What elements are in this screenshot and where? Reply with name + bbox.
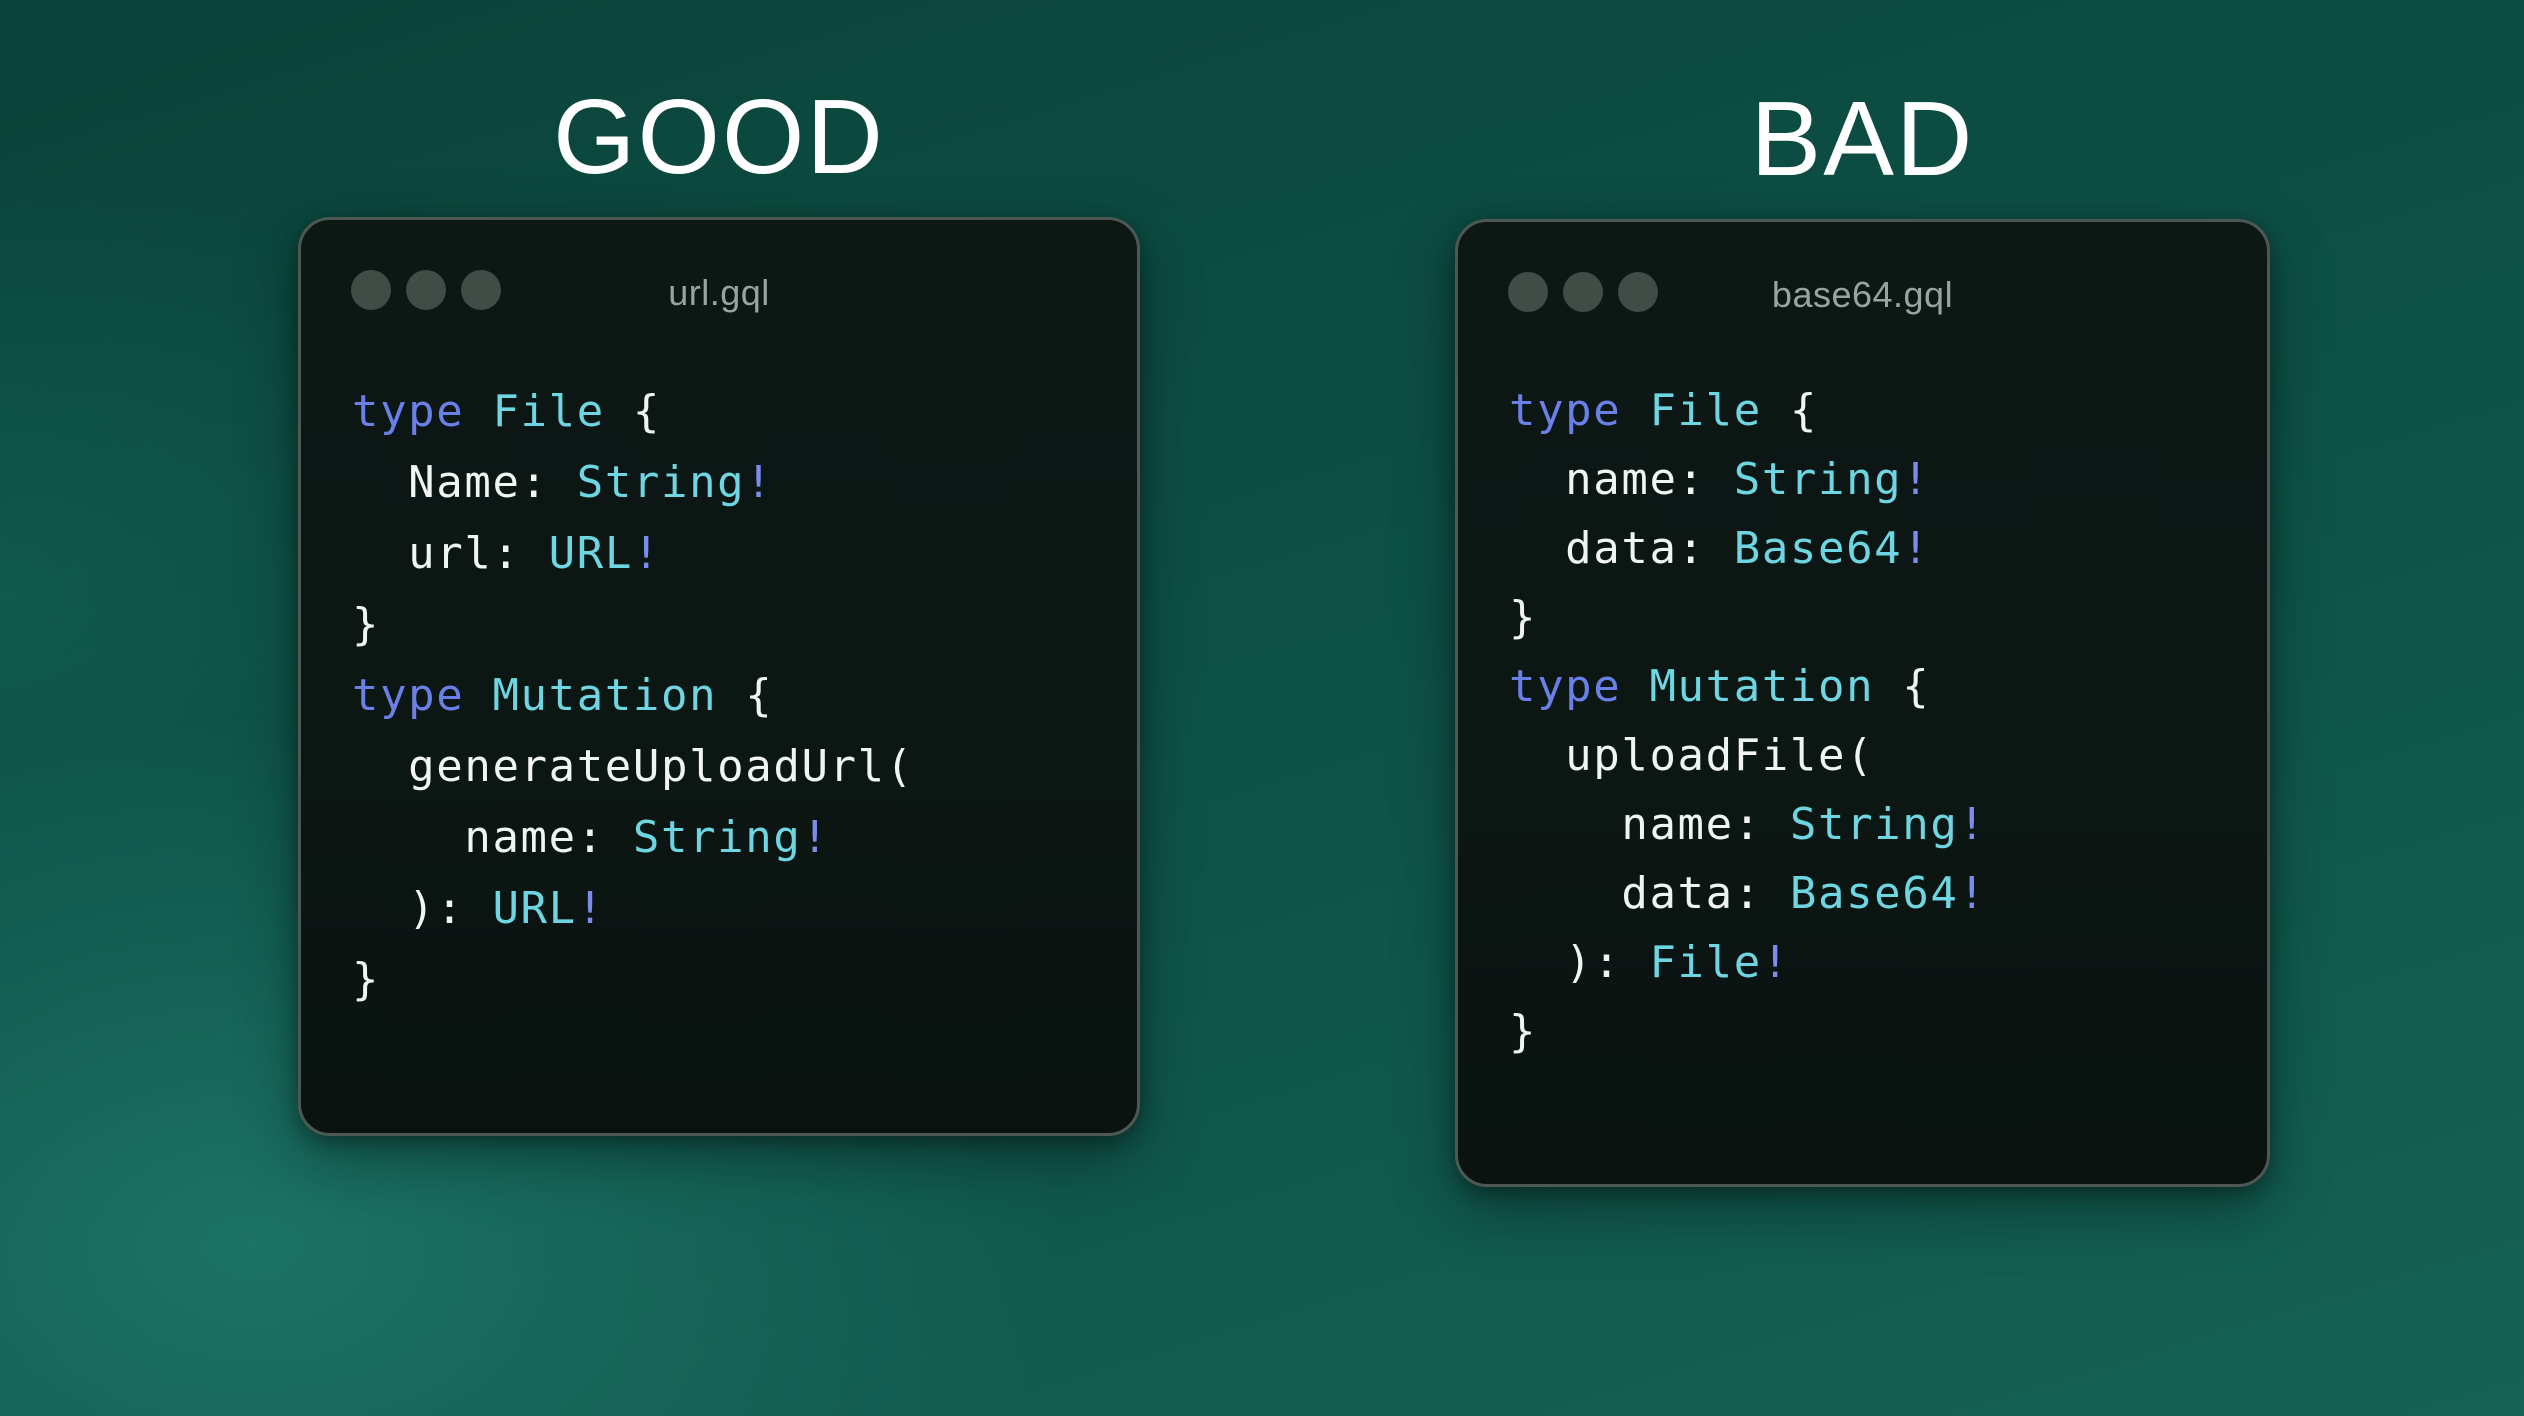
- window-filename: url.gql: [668, 272, 770, 313]
- good-heading: GOOD: [553, 78, 885, 196]
- window-control-dot: [1508, 272, 1548, 312]
- window-control-dot: [351, 270, 391, 310]
- code-line: uploadFile(: [1509, 730, 1875, 781]
- code-line: name: String!: [1509, 799, 1987, 850]
- code-line: ): URL!: [352, 883, 605, 934]
- window-control-dot: [1563, 272, 1603, 312]
- window-controls: [351, 270, 501, 310]
- code-line: type File {: [1509, 385, 1819, 436]
- code-line: }: [352, 954, 381, 1005]
- code-line: }: [1509, 1006, 1538, 1057]
- code-line: }: [352, 599, 381, 650]
- code-line: type File {: [352, 386, 662, 437]
- window-titlebar: url.gql: [301, 220, 1137, 360]
- code-line: ): File!: [1509, 937, 1790, 988]
- code-line: Name: String!: [352, 457, 774, 508]
- code-window-bad: base64.gql type File { name: String! dat…: [1455, 219, 2270, 1187]
- window-control-dot: [406, 270, 446, 310]
- window-filename: base64.gql: [1771, 274, 1954, 315]
- code-line: data: Base64!: [1509, 868, 1987, 919]
- window-titlebar: base64.gql: [1458, 222, 2267, 362]
- code-line: name: String!: [1509, 454, 1931, 505]
- code-line: type Mutation {: [352, 670, 774, 721]
- window-control-dot: [461, 270, 501, 310]
- code-block-url-gql: type File { Name: String! url: URL!} type…: [301, 360, 1137, 1015]
- code-line: generateUploadUrl(: [352, 741, 914, 792]
- window-control-dot: [1618, 272, 1658, 312]
- code-line: type Mutation {: [1509, 661, 1931, 712]
- code-block-base64-gql: type File { name: String! data: Base64!}…: [1458, 362, 2267, 1066]
- code-line: data: Base64!: [1509, 523, 1931, 574]
- code-window-good: url.gql type File { Name: String! url: U…: [298, 217, 1140, 1136]
- code-line: name: String!: [352, 812, 830, 863]
- code-line: }: [1509, 592, 1538, 643]
- bad-heading: BAD: [1750, 80, 1975, 198]
- code-line: url: URL!: [352, 528, 662, 579]
- window-controls: [1508, 272, 1658, 312]
